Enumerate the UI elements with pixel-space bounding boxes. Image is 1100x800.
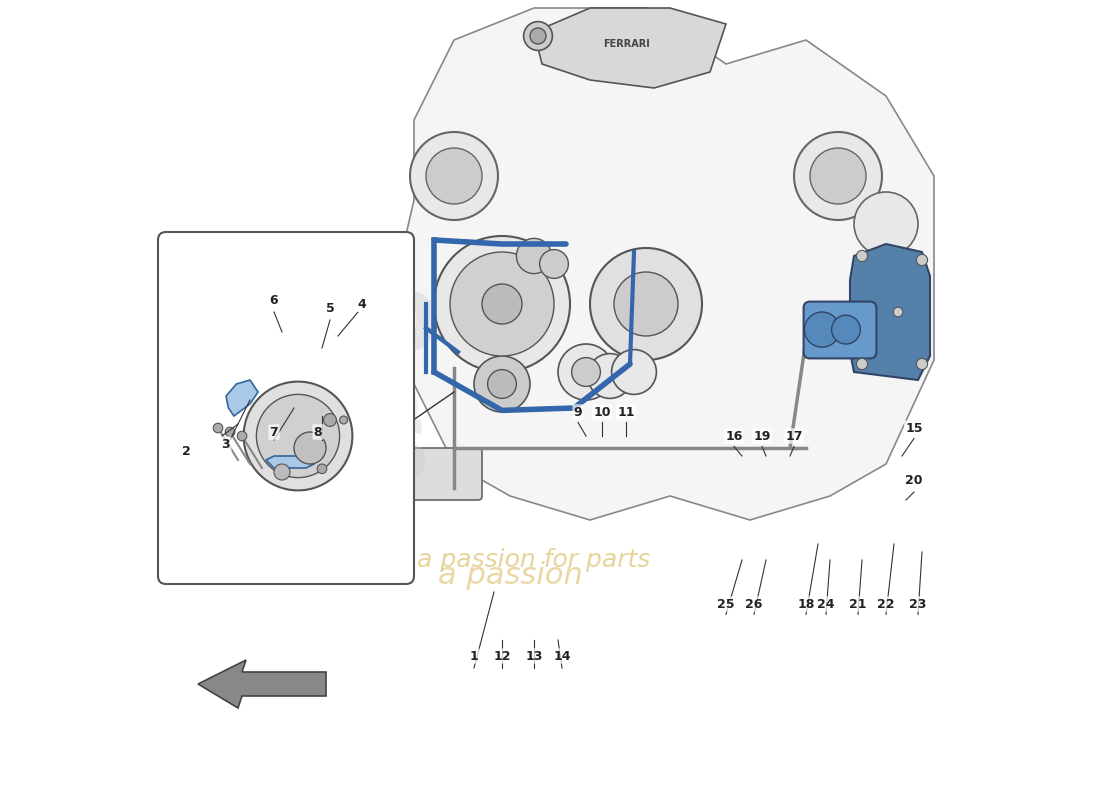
Text: 6: 6	[270, 294, 278, 306]
Circle shape	[274, 464, 290, 480]
Circle shape	[558, 344, 614, 400]
Text: 1: 1	[470, 650, 478, 662]
Text: 17: 17	[785, 430, 803, 442]
FancyBboxPatch shape	[410, 448, 482, 500]
Circle shape	[572, 358, 601, 386]
Text: a passion: a passion	[438, 562, 582, 590]
Circle shape	[487, 370, 516, 398]
Text: 10: 10	[593, 406, 611, 418]
Circle shape	[323, 414, 337, 426]
Circle shape	[294, 432, 326, 464]
Circle shape	[587, 354, 632, 398]
Circle shape	[794, 132, 882, 220]
Polygon shape	[390, 8, 934, 520]
Text: 21: 21	[849, 598, 867, 610]
Circle shape	[530, 28, 546, 44]
Circle shape	[317, 464, 327, 474]
Circle shape	[854, 192, 918, 256]
Circle shape	[256, 394, 340, 478]
Circle shape	[916, 358, 927, 370]
Circle shape	[238, 431, 246, 441]
Circle shape	[524, 22, 552, 50]
Text: 7: 7	[270, 426, 278, 438]
Polygon shape	[266, 456, 314, 468]
Text: 16: 16	[725, 430, 742, 442]
Text: aas: aas	[221, 395, 431, 501]
Text: 3: 3	[222, 438, 230, 450]
Circle shape	[612, 350, 657, 394]
Text: 12: 12	[493, 650, 510, 662]
Circle shape	[516, 238, 551, 274]
Circle shape	[410, 132, 498, 220]
Text: euro: euro	[163, 267, 441, 373]
Text: 19: 19	[754, 430, 771, 442]
Text: 14: 14	[553, 650, 571, 662]
Text: euro
aas: euro aas	[166, 359, 422, 569]
FancyBboxPatch shape	[804, 302, 877, 358]
Text: 18: 18	[798, 598, 815, 610]
Text: 2: 2	[182, 446, 190, 458]
Polygon shape	[534, 8, 726, 88]
Circle shape	[340, 416, 348, 424]
Polygon shape	[850, 244, 930, 380]
Circle shape	[810, 148, 866, 204]
Circle shape	[857, 358, 868, 370]
FancyBboxPatch shape	[158, 232, 414, 584]
Text: 26: 26	[746, 598, 762, 610]
Text: 13: 13	[526, 650, 542, 662]
Circle shape	[540, 250, 569, 278]
Circle shape	[590, 248, 702, 360]
Circle shape	[450, 252, 554, 356]
Circle shape	[474, 356, 530, 412]
Circle shape	[916, 254, 927, 266]
Circle shape	[614, 272, 678, 336]
Polygon shape	[226, 380, 258, 416]
Text: 24: 24	[817, 598, 835, 610]
Circle shape	[893, 307, 903, 317]
Text: 23: 23	[910, 598, 926, 610]
Circle shape	[857, 250, 868, 262]
Polygon shape	[198, 660, 326, 708]
Circle shape	[832, 315, 860, 344]
Circle shape	[226, 427, 234, 437]
Text: 11: 11	[617, 406, 635, 418]
Text: 8: 8	[314, 426, 322, 438]
Circle shape	[804, 312, 839, 347]
Text: 15: 15	[905, 422, 923, 434]
Circle shape	[482, 284, 522, 324]
Text: 20: 20	[905, 474, 923, 486]
Text: 5: 5	[326, 302, 334, 314]
Text: 4: 4	[358, 298, 366, 310]
Circle shape	[243, 382, 352, 490]
Circle shape	[434, 236, 570, 372]
Circle shape	[426, 148, 482, 204]
Text: a passion for parts: a passion for parts	[417, 548, 650, 572]
Text: FERRARI: FERRARI	[603, 39, 649, 49]
Circle shape	[213, 423, 223, 433]
Text: 22: 22	[878, 598, 894, 610]
Text: 9: 9	[574, 406, 582, 418]
Text: 25: 25	[717, 598, 735, 610]
